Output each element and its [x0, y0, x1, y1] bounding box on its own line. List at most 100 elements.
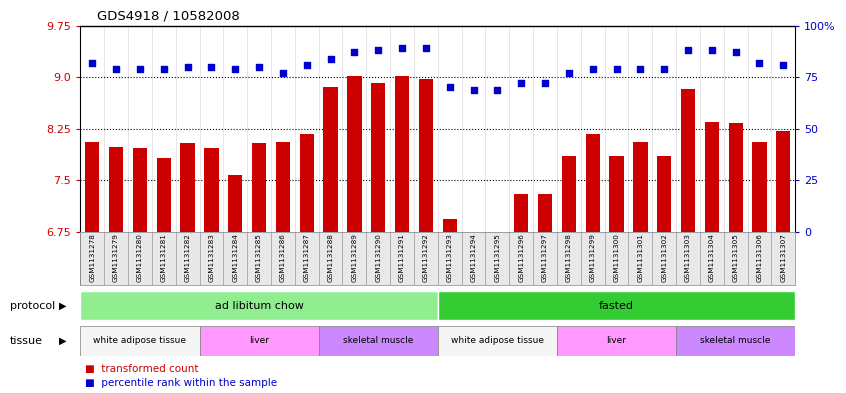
Point	[586, 66, 600, 72]
Bar	[538, 194, 552, 393]
Text: GDS4918 / 10582008: GDS4918 / 10582008	[97, 10, 240, 23]
Bar	[347, 76, 361, 393]
Text: GSM1131306: GSM1131306	[756, 233, 762, 282]
Point	[753, 59, 766, 66]
Point	[395, 45, 409, 51]
Bar	[157, 158, 171, 393]
Bar	[514, 194, 529, 393]
Text: ■  percentile rank within the sample: ■ percentile rank within the sample	[85, 378, 277, 388]
Bar	[438, 326, 557, 356]
Point	[443, 84, 457, 90]
Point	[276, 70, 289, 76]
Text: GSM1131295: GSM1131295	[494, 233, 500, 282]
Point	[252, 64, 266, 70]
Text: liver: liver	[249, 336, 269, 345]
Point	[610, 66, 624, 72]
Point	[514, 80, 528, 86]
Bar	[228, 175, 243, 393]
Point	[133, 66, 146, 72]
Point	[491, 86, 504, 93]
Text: GSM1131300: GSM1131300	[613, 233, 619, 282]
Bar	[562, 156, 576, 393]
Point	[729, 49, 743, 55]
Text: GSM1131299: GSM1131299	[590, 233, 596, 282]
Text: GSM1131286: GSM1131286	[280, 233, 286, 282]
Bar	[676, 326, 795, 356]
Text: GSM1131305: GSM1131305	[733, 233, 739, 282]
Bar	[133, 148, 147, 393]
Text: GSM1131297: GSM1131297	[542, 233, 548, 282]
Bar	[442, 220, 457, 393]
Point	[85, 59, 99, 66]
Text: GSM1131290: GSM1131290	[376, 233, 382, 282]
Bar	[395, 76, 409, 393]
Bar	[252, 143, 266, 393]
Point	[300, 62, 314, 68]
Bar	[657, 156, 672, 393]
Text: GSM1131280: GSM1131280	[137, 233, 143, 282]
Point	[419, 45, 432, 51]
Text: ▶: ▶	[59, 301, 66, 310]
Text: ad libitum chow: ad libitum chow	[215, 301, 304, 310]
Bar	[776, 131, 790, 393]
Point	[348, 49, 361, 55]
Text: GSM1131283: GSM1131283	[208, 233, 214, 282]
Text: GSM1131281: GSM1131281	[161, 233, 167, 282]
Point	[157, 66, 171, 72]
Bar	[752, 142, 766, 393]
Text: skeletal muscle: skeletal muscle	[343, 336, 414, 345]
Bar	[319, 326, 438, 356]
Bar	[728, 123, 743, 393]
Bar	[204, 148, 218, 393]
Point	[657, 66, 671, 72]
Text: GSM1131279: GSM1131279	[113, 233, 119, 282]
Bar	[276, 142, 290, 393]
Text: fasted: fasted	[599, 301, 634, 310]
Text: GSM1131298: GSM1131298	[566, 233, 572, 282]
Bar	[609, 156, 624, 393]
Text: GSM1131287: GSM1131287	[304, 233, 310, 282]
Text: GSM1131292: GSM1131292	[423, 233, 429, 282]
Text: tissue: tissue	[10, 336, 43, 346]
Bar	[557, 326, 676, 356]
Text: liver: liver	[607, 336, 627, 345]
Text: GSM1131291: GSM1131291	[399, 233, 405, 282]
Point	[109, 66, 123, 72]
Text: white adipose tissue: white adipose tissue	[93, 336, 186, 345]
Point	[777, 62, 790, 68]
Text: GSM1131303: GSM1131303	[685, 233, 691, 282]
Point	[562, 70, 575, 76]
Bar	[80, 326, 200, 356]
Bar	[109, 147, 124, 393]
Point	[324, 55, 338, 62]
Bar	[490, 234, 504, 393]
Point	[181, 64, 195, 70]
Bar	[85, 142, 100, 393]
Bar	[419, 79, 433, 393]
Bar	[585, 134, 600, 393]
Text: GSM1131278: GSM1131278	[90, 233, 96, 282]
Point	[205, 64, 218, 70]
Point	[538, 80, 552, 86]
Text: GSM1131284: GSM1131284	[233, 233, 239, 282]
Text: GSM1131307: GSM1131307	[780, 233, 786, 282]
Point	[634, 66, 647, 72]
Text: protocol: protocol	[10, 301, 55, 310]
Text: GSM1131285: GSM1131285	[256, 233, 262, 282]
Text: GSM1131304: GSM1131304	[709, 233, 715, 282]
Text: GSM1131289: GSM1131289	[351, 233, 357, 282]
Bar	[80, 291, 437, 320]
Bar	[299, 134, 314, 393]
Point	[371, 47, 385, 53]
Text: GSM1131294: GSM1131294	[470, 233, 476, 282]
Text: GSM1131288: GSM1131288	[327, 233, 333, 282]
Text: GSM1131282: GSM1131282	[184, 233, 190, 282]
Text: GSM1131301: GSM1131301	[637, 233, 643, 282]
Bar	[681, 89, 695, 393]
Text: white adipose tissue: white adipose tissue	[451, 336, 544, 345]
Bar	[180, 143, 195, 393]
Bar	[200, 326, 319, 356]
Text: GSM1131302: GSM1131302	[662, 233, 667, 282]
Text: GSM1131293: GSM1131293	[447, 233, 453, 282]
Text: ▶: ▶	[59, 336, 66, 346]
